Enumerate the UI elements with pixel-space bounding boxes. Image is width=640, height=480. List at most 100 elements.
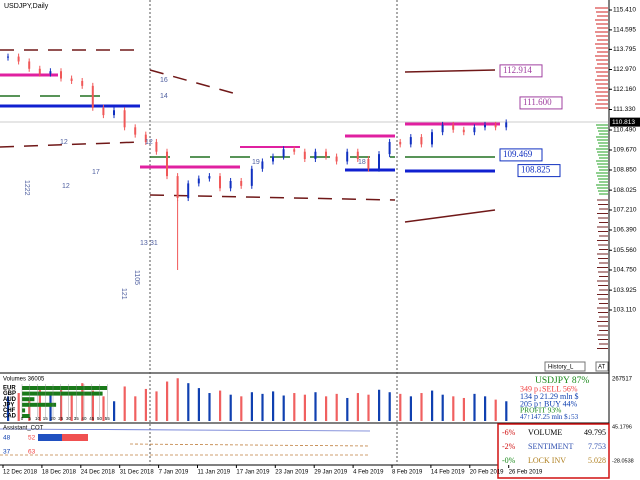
candle — [91, 85, 94, 108]
level-box — [517, 164, 561, 178]
volume-bar — [187, 383, 190, 421]
candle — [473, 127, 476, 133]
volume-bar — [452, 396, 455, 421]
volume-bar — [399, 393, 402, 421]
volume-bar — [250, 392, 253, 421]
sentiment-name: SENTIMENT — [528, 442, 573, 451]
candle — [335, 156, 338, 162]
depth-ticks — [595, 7, 608, 349]
count-label: 17 — [92, 169, 100, 176]
count-label: 12 — [60, 139, 68, 146]
date-label: 24 Dec 2018 — [81, 470, 116, 476]
candle — [240, 180, 243, 186]
volume-bar — [314, 392, 317, 421]
volume-bar — [123, 386, 126, 421]
count-label: 14 — [160, 93, 168, 100]
sentiment-value: 5.028 — [588, 456, 606, 465]
strength-tick: 20 — [50, 416, 56, 421]
candle — [388, 141, 391, 155]
strength-tick: 45 — [89, 416, 95, 421]
volume-bar — [176, 378, 179, 421]
candle — [134, 127, 137, 135]
volume-bar — [60, 388, 63, 421]
cot-line — [129, 443, 371, 447]
date-label: 14 Feb 2019 — [431, 470, 465, 476]
volume-bar — [494, 399, 497, 421]
currency-name: GBP — [3, 391, 16, 397]
volume-bar — [134, 396, 137, 421]
count-label: 12 — [145, 139, 153, 146]
summary-sell: 349 p↓SELL 56% — [520, 384, 578, 393]
price-label: 105.560 — [613, 247, 637, 254]
volume-bar — [70, 392, 73, 421]
candle — [314, 151, 317, 160]
strength-tick: 35 — [74, 416, 80, 421]
volume-bar — [378, 389, 381, 421]
at-button[interactable] — [595, 361, 609, 372]
currency-name: AUD — [3, 397, 17, 403]
sentiment-value: 7.753 — [588, 442, 606, 451]
price-label: 112.160 — [613, 86, 636, 93]
price-label: 104.750 — [613, 267, 637, 274]
currency-name: EUR — [3, 386, 16, 392]
candle — [282, 149, 285, 157]
level-lines — [0, 49, 500, 223]
volume-bar — [240, 396, 243, 421]
candle — [49, 71, 52, 74]
candle — [81, 80, 84, 86]
strength-tick: 10 — [35, 416, 41, 421]
price-label: 110.490 — [613, 127, 636, 134]
candle — [303, 151, 306, 160]
currency-name: JPY — [3, 402, 14, 408]
level-line — [404, 209, 496, 223]
candle — [462, 129, 465, 133]
summary-buy: 205 p↑ BUY 44% — [520, 399, 578, 408]
price-label: 109.670 — [613, 147, 637, 154]
sentiment-name: LOCK INV — [528, 456, 566, 465]
date-label: 20 Feb 2019 — [470, 470, 504, 476]
candle — [452, 124, 455, 130]
chart-button-label: History_L — [548, 365, 574, 371]
cot-axis: 45.1796 — [612, 424, 632, 430]
candle — [378, 154, 380, 169]
price-label: 114.595 — [613, 27, 636, 34]
volume-bar — [431, 390, 434, 421]
candle — [293, 149, 296, 152]
level-box — [499, 64, 543, 78]
volume-bar — [261, 393, 264, 421]
candle — [325, 151, 327, 157]
strength-tick: 0 — [21, 416, 24, 421]
level-line — [149, 194, 396, 201]
cot-short: 52 — [28, 435, 36, 442]
volume-bar — [356, 393, 359, 421]
volume-bar — [17, 393, 20, 421]
candle — [70, 78, 73, 81]
date-label: 11 Jan 2019 — [198, 470, 231, 476]
strength-bar — [22, 391, 103, 396]
current-price: 110.813 — [612, 119, 635, 126]
candle — [7, 56, 9, 58]
candle — [144, 134, 147, 142]
currency-name: CAD — [3, 414, 17, 420]
cot-long: 37 — [3, 449, 11, 456]
cot-axis: -28.0538 — [612, 458, 634, 464]
volume-bar — [420, 393, 423, 421]
currency-name: CHF — [3, 408, 16, 414]
candle — [261, 161, 264, 169]
summary-profit-detail: 47↑147.25 mln $↓53 — [520, 413, 579, 421]
strength-tick: 15 — [43, 416, 49, 421]
cot-bar — [62, 434, 88, 441]
price-label: 112.970 — [613, 66, 636, 73]
volume-bar — [28, 397, 31, 421]
candle — [484, 124, 486, 128]
level-label: 108.825 — [521, 165, 551, 175]
sentiment-change: -2% — [502, 442, 516, 451]
candle — [187, 183, 190, 199]
sentiment-change: -0% — [502, 456, 516, 465]
history-l-button[interactable] — [544, 361, 586, 372]
count-label: 13 — [140, 240, 148, 247]
volume-bar — [155, 391, 158, 421]
volume-bar — [166, 381, 169, 421]
summary-headline: USDJPY 87% — [535, 376, 589, 386]
cot-bar — [38, 434, 62, 441]
